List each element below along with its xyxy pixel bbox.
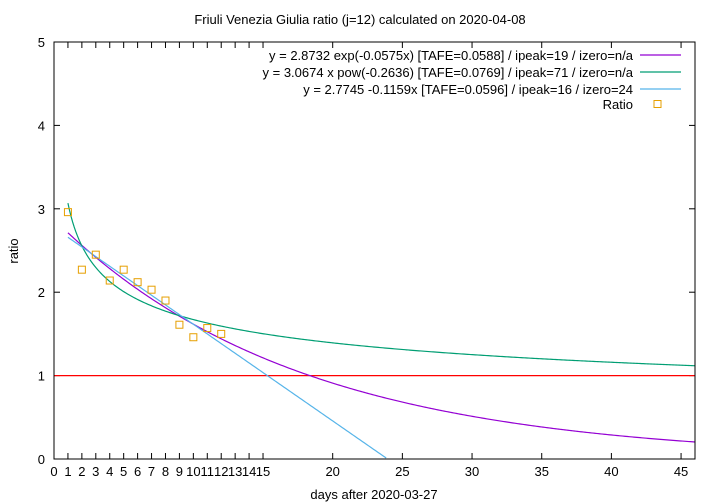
x-tick-label: 6 (134, 464, 141, 479)
x-tick-label: 2 (78, 464, 85, 479)
x-tick-label: 7 (148, 464, 155, 479)
x-tick-label: 40 (604, 464, 618, 479)
ratio-point (217, 329, 226, 338)
fit-line-exp (67, 232, 696, 443)
ratio-points (63, 208, 226, 342)
fit-line-pow (67, 203, 696, 367)
legend-label-exp: y = 2.8732 exp(-0.0575x) [TAFE=0.0588] /… (269, 48, 634, 63)
x-tick-label: 8 (162, 464, 169, 479)
fit-line-linear (67, 236, 387, 459)
ratio-point (203, 324, 212, 333)
x-tick-label: 4 (106, 464, 113, 479)
y-tick-label: 0 (38, 452, 45, 467)
ratio-point (63, 208, 72, 217)
y-tick-label: 1 (38, 369, 45, 384)
legend-sample-points (653, 100, 662, 108)
x-tick-label: 20 (325, 464, 339, 479)
x-tick-label: 13 (228, 464, 242, 479)
x-tick-label: 11 (201, 464, 215, 479)
y-tick-label: 3 (38, 202, 45, 217)
ratio-point (175, 320, 184, 329)
ratio-point (105, 276, 114, 285)
x-tick-label: 45 (674, 464, 688, 479)
y-tick-label: 5 (38, 35, 45, 50)
legend-label-points: Ratio (603, 97, 633, 112)
x-axis-label: days after 2020-03-27 (310, 487, 437, 502)
ratio-point (91, 250, 100, 259)
legend: y = 2.8732 exp(-0.0575x) [TAFE=0.0588] /… (263, 48, 681, 112)
x-tick-label: 0 (50, 464, 57, 479)
ratio-point (189, 333, 198, 342)
ratio-point (161, 296, 170, 305)
legend-label-linear: y = 2.7745 -0.1159x [TAFE=0.0596] / ipea… (303, 82, 633, 97)
chart-title: Friuli Venezia Giulia ratio (j=12) calcu… (194, 12, 525, 27)
x-tick-label: 12 (214, 464, 228, 479)
x-tick-label: 3 (92, 464, 99, 479)
ratio-point (147, 285, 156, 294)
x-tick-label: 9 (176, 464, 183, 479)
series-lines (67, 203, 696, 459)
y-tick-label: 4 (38, 118, 45, 133)
x-tick-label: 25 (395, 464, 409, 479)
x-tick-label: 35 (534, 464, 548, 479)
y-tick-label: 2 (38, 285, 45, 300)
y-axis-label: ratio (6, 238, 21, 263)
plot-frame (53, 41, 696, 460)
ratio-point (77, 265, 86, 274)
x-tick-label: 15 (256, 464, 270, 479)
x-tick-label: 1 (64, 464, 71, 479)
ratio-point (133, 278, 142, 287)
legend-label-pow: y = 3.0674 x pow(-0.2636) [TAFE=0.0769] … (263, 65, 634, 80)
x-tick-label: 10 (186, 464, 200, 479)
x-tick-label: 30 (465, 464, 479, 479)
ratio-point (119, 265, 128, 274)
x-tick-label: 14 (242, 464, 256, 479)
x-tick-label: 5 (120, 464, 127, 479)
